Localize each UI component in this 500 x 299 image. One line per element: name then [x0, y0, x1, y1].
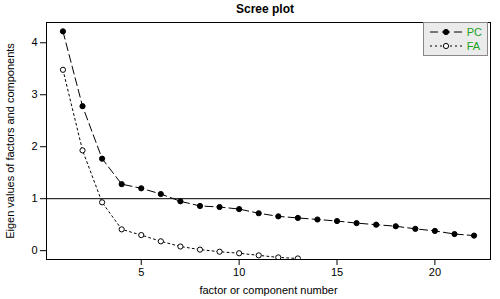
- svg-text:5: 5: [138, 266, 144, 278]
- svg-text:4: 4: [31, 36, 37, 48]
- html-text:FA: FA: [466, 40, 481, 52]
- html-text:Scree plot: Scree plot: [236, 2, 294, 16]
- svg-text:2: 2: [31, 140, 37, 152]
- svg-text:1: 1: [31, 192, 37, 204]
- svg-text:Eigen values of factors and co: Eigen values of factors and components: [4, 43, 16, 239]
- svg-text:20: 20: [429, 266, 441, 278]
- svg-text:10: 10: [233, 266, 245, 278]
- svg-text:3: 3: [31, 88, 37, 100]
- svg-text:0: 0: [31, 244, 37, 256]
- svg-text:factor or component number: factor or component number: [199, 284, 338, 296]
- svg-text:15: 15: [331, 266, 343, 278]
- html-text:PC: PC: [466, 26, 482, 38]
